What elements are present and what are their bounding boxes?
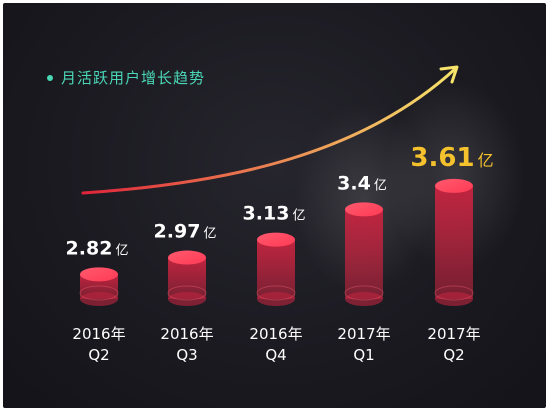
bar: 3.13 亿 2016年 Q4 <box>243 203 306 364</box>
x-tick-label-year: 2016年 <box>72 325 125 343</box>
bar-ring <box>79 285 119 301</box>
bar: 3.4 亿 2017年 Q1 <box>337 172 390 364</box>
bar-top <box>168 250 206 265</box>
x-tick-label-year: 2017年 <box>337 325 390 343</box>
bar-ring <box>167 285 207 301</box>
trend-arrow <box>81 67 457 195</box>
spotlight-glow <box>384 80 524 271</box>
bar-body <box>345 209 383 299</box>
value-unit: 亿 <box>115 243 128 258</box>
bar-top <box>435 178 473 193</box>
value-label: 3.13 亿 <box>243 203 306 225</box>
legend-label: 月活跃用户增长趋势 <box>61 69 206 87</box>
value-number: 3.13 <box>243 203 290 225</box>
bar-body <box>257 239 295 299</box>
value-unit: 亿 <box>292 209 305 224</box>
x-tick-label-quarter: Q2 <box>443 346 464 364</box>
value-label: 2.97 亿 <box>154 221 217 243</box>
x-tick-label-year: 2016年 <box>249 325 302 343</box>
legend-dot-icon <box>47 74 53 81</box>
value-unit: 亿 <box>203 227 216 242</box>
value-number: 2.97 <box>154 221 201 243</box>
legend: 月活跃用户增长趋势 <box>47 67 205 88</box>
value-unit: 亿 <box>374 178 387 193</box>
bar: 2.82 亿 2016年 Q2 <box>66 237 129 364</box>
value-number: 3.4 <box>337 172 371 194</box>
bar-body <box>435 185 473 299</box>
bar-top <box>257 232 295 247</box>
bar-ring <box>344 285 384 301</box>
value-number: 2.82 <box>66 237 113 259</box>
bar: 2.97 亿 2016年 Q3 <box>154 221 217 364</box>
value-number: 3.61 <box>410 143 474 173</box>
bar-ring <box>434 285 474 301</box>
trend-arrowhead-icon <box>439 65 459 84</box>
bar-top <box>345 202 383 217</box>
bar-ring <box>256 285 296 301</box>
x-tick-label-year: 2016年 <box>160 325 213 343</box>
value-label: 2.82 亿 <box>66 237 129 259</box>
bar: 3.61 亿 2017年 Q2 <box>410 143 493 364</box>
chart-frame: 月活跃用户增长趋势 2.82 亿 2016年 Q2 2.97 亿 2016年 Q3 3.1 <box>3 3 546 408</box>
x-tick-label-quarter: Q2 <box>88 346 109 364</box>
x-tick-label-quarter: Q3 <box>176 346 197 364</box>
bar-top <box>80 267 118 282</box>
value-label: 3.61 亿 <box>410 143 493 173</box>
x-tick-label-year: 2017年 <box>427 325 480 343</box>
x-tick-label-quarter: Q1 <box>353 346 374 364</box>
x-tick-label-quarter: Q4 <box>265 346 286 364</box>
value-unit: 亿 <box>478 151 494 170</box>
value-label: 3.4 亿 <box>337 172 387 194</box>
